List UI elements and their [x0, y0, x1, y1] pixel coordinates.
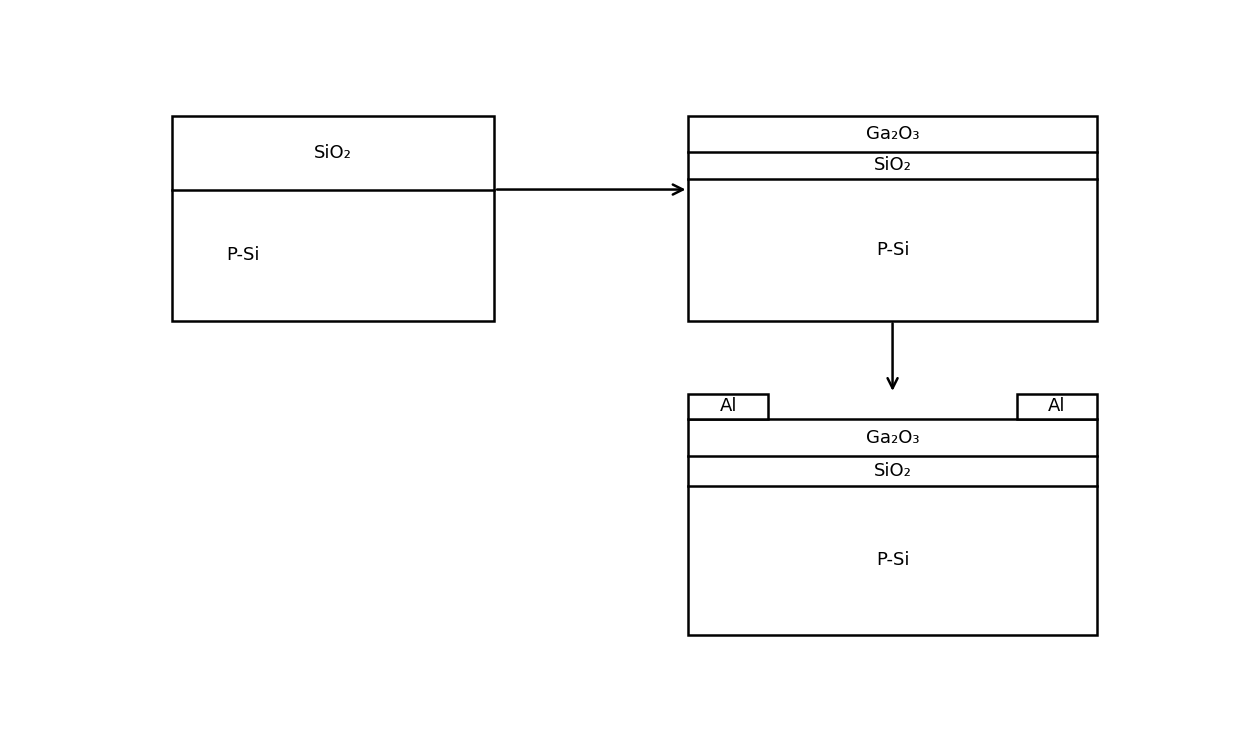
FancyBboxPatch shape [172, 116, 495, 321]
Text: SiO₂: SiO₂ [314, 144, 352, 162]
FancyBboxPatch shape [1017, 394, 1096, 419]
Text: Al: Al [719, 397, 737, 415]
Text: SiO₂: SiO₂ [874, 157, 911, 175]
FancyBboxPatch shape [688, 419, 1096, 635]
Text: Al: Al [1048, 397, 1065, 415]
Text: P-Si: P-Si [875, 241, 909, 259]
Text: Ga₂O₃: Ga₂O₃ [866, 428, 919, 446]
Text: P-Si: P-Si [227, 246, 260, 264]
Text: SiO₂: SiO₂ [874, 462, 911, 480]
FancyBboxPatch shape [688, 394, 768, 419]
Text: Ga₂O₃: Ga₂O₃ [866, 125, 919, 143]
Text: P-Si: P-Si [875, 551, 909, 569]
FancyBboxPatch shape [688, 116, 1096, 321]
